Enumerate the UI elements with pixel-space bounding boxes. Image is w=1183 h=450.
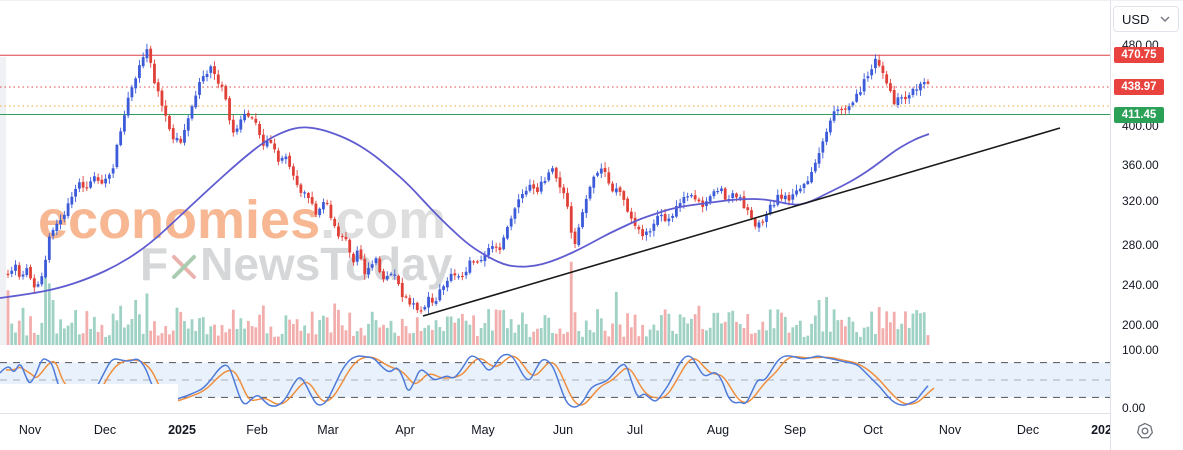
time-tick: Jun: [552, 423, 574, 437]
time-tick: Jul: [627, 423, 643, 437]
time-tick: Dec: [93, 423, 117, 437]
time-tick: Sep: [783, 423, 807, 437]
chart-plot-area[interactable]: economies.com F NewsToday: [0, 1, 1110, 413]
price-tick: 240.00: [1122, 278, 1159, 292]
time-tick: Mar: [317, 423, 339, 437]
ma-line: [0, 126, 930, 299]
gear-icon: [1137, 422, 1153, 439]
chevron-down-icon: [1160, 16, 1170, 22]
oscillator-pane: [0, 353, 1110, 413]
price-tick: 200.00: [1122, 318, 1159, 332]
time-tick: Dec: [1016, 423, 1040, 437]
price-tick: 360.00: [1122, 158, 1159, 172]
volume-series: [6, 261, 930, 345]
time-scale[interactable]: Nov Dec 2025 Feb Mar Apr May Jun Jul Aug Sep Oct Nov…: [0, 413, 1110, 450]
price-tick: 0.00: [1122, 401, 1146, 415]
candle-series: [6, 43, 930, 314]
price-level-badge: 411.45: [1114, 106, 1164, 123]
currency-selector[interactable]: USD: [1113, 6, 1179, 32]
oscillator-left-mask: [0, 384, 178, 413]
time-tick: Apr: [395, 423, 415, 437]
price-tick: 320.00: [1122, 194, 1159, 208]
time-tick: Nov: [18, 423, 42, 437]
price-tick: 280.00: [1122, 238, 1159, 252]
price-tick: 100.00: [1122, 343, 1159, 357]
time-tick: Aug: [706, 423, 730, 437]
time-tick: Feb: [246, 423, 268, 437]
price-chart-canvas[interactable]: [0, 1, 1110, 413]
time-tick: 2025: [168, 423, 196, 437]
time-tick: 2026: [1091, 423, 1110, 437]
time-tick: Oct: [863, 423, 883, 437]
left-edge-shade: [0, 57, 6, 345]
price-level-badge: 470.75: [1114, 47, 1164, 64]
currency-value: USD: [1122, 11, 1150, 27]
time-tick: Nov: [938, 423, 962, 437]
trend-line: [422, 127, 1061, 317]
chart-settings-button[interactable]: [1135, 421, 1155, 441]
price-level-badge: 438.97: [1114, 79, 1164, 96]
time-tick: May: [471, 423, 495, 437]
price-scale[interactable]: USD 480.00 400.00 360.00 320.00 280.00 240.00…: [1110, 1, 1183, 450]
